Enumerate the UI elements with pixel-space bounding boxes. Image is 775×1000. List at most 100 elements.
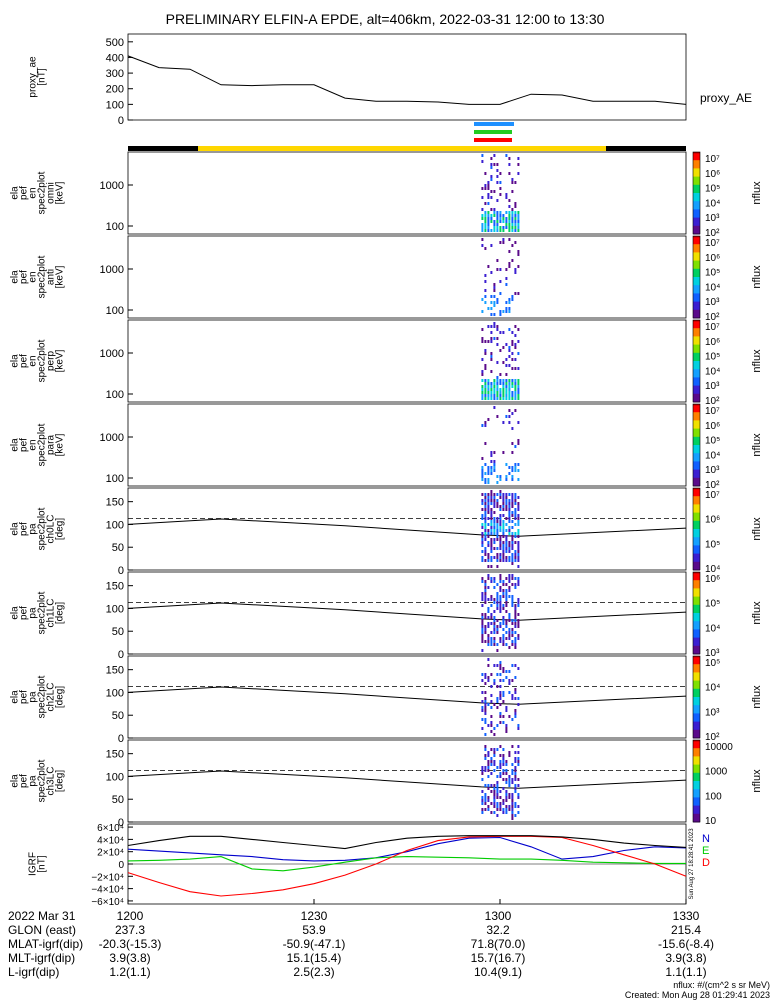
colorbar-swatch [693,638,700,641]
pitch-angle-cell [490,556,493,559]
colorbar-swatch [693,179,700,182]
colorbar-swatch [693,772,700,775]
plot-title: PRELIMINARY ELFIN-A EPDE, alt=406km, 202… [166,11,605,27]
colorbar-swatch [693,618,700,621]
spectrogram-cell [496,163,499,166]
colorbar-swatch [693,552,700,555]
pitch-angle-cell [514,514,517,517]
pitch-angle-cell [499,721,502,724]
pitch-angle-cell [499,526,502,529]
spectrogram-cell [502,382,505,385]
pitch-angle-cell [496,685,499,688]
colorbar-swatch [693,702,700,705]
colorbar-swatch [693,717,700,720]
colorbar-tick-label: 10⁴ [705,683,720,694]
pitch-angle-cell [505,730,508,733]
pitch-angle-cell [487,532,490,535]
pitch-angle-cell [517,520,520,523]
pitch-angle-cell [484,586,487,589]
y-axis-label-line: [deg] [55,518,66,540]
y-tick-label: 500 [106,37,124,49]
colorbar-swatch [693,369,700,372]
spectrogram-cell [490,340,493,343]
pitch-angle-cell [517,541,520,544]
colorbar-swatch [693,202,700,205]
pitch-angle-cell [481,616,484,619]
pitch-angle-cell [496,556,499,559]
spectrogram-cell [487,265,490,268]
spectrogram-cell [508,238,511,241]
spectrogram-cell [484,247,487,250]
y-axis-label-line: spec2plot [37,255,48,298]
orbit-value: 10.4(9.1) [474,965,522,979]
colorbar-swatch [693,724,700,727]
pitch-angle-cell [496,535,499,538]
spectrogram-cell [517,214,520,217]
colorbar-swatch [693,190,700,193]
y-axis-label-line: ela [10,186,21,200]
colorbar-swatch [693,658,700,661]
pitch-angle-cell [511,805,514,808]
spectrogram-cell [487,472,490,475]
colorbar-swatch [693,300,700,303]
spectrogram-cell [514,391,517,394]
pitch-angle-cell [517,508,520,511]
spectrogram-cell [499,292,502,295]
pitch-angle-cell [484,628,487,631]
spectrogram-cell [517,163,520,166]
colorbar-swatch [693,652,700,655]
colorbar-tick-label: 10⁶ [705,169,720,180]
y-axis-label-line: pa [28,523,39,535]
colorbar-swatch [693,781,700,783]
pitch-angle-cell [487,574,490,577]
colorbar-swatch [693,628,700,630]
pitch-angle-cell [517,505,520,508]
pitch-angle-cell [517,697,520,700]
orbit-time: 1330 [673,909,700,923]
spectrogram-cell [493,223,496,226]
pitch-angle-cell [481,700,484,703]
pitch-angle-cell [481,544,484,547]
local-field-angle-line [127,686,687,705]
pitch-angle-cell [496,793,499,796]
pitch-angle-cell [499,715,502,718]
colorbar-swatch [693,458,700,461]
spectrogram-cell [514,358,517,361]
pitch-angle-cell [514,643,517,646]
spectrogram-cell [493,208,496,211]
spectrogram-cell [505,391,508,394]
spectrogram-cell [484,385,487,388]
spectrogram-cell [511,469,514,472]
igrf-series-line [127,835,687,897]
pitch-angle-cell [502,508,505,511]
pitch-angle-cell [496,520,499,523]
spectrogram-cell [487,391,490,394]
pitch-angle-cell [499,547,502,550]
pitch-angle-cell [502,802,505,805]
y-axis-label: proxy_ae[nT] [28,56,48,98]
colorbar-swatch [693,289,700,292]
pitch-angle-cell [484,580,487,583]
pitch-angle-cell [502,556,505,559]
colorbar-swatch [693,253,700,256]
pitch-angle-cell [502,541,505,544]
colorbar-swatch [693,259,700,262]
colorbar-swatch [693,356,700,359]
pitch-angle-cell [481,502,484,505]
spectrogram-cell [517,211,520,214]
local-field-angle-line [127,602,687,621]
pitch-angle-cell [487,643,490,646]
colorbar-swatch [693,753,700,756]
colorbar-swatch [693,480,700,483]
colorbar-swatch [693,160,700,163]
pitch-angle-cell [481,556,484,559]
colorbar-swatch [693,461,700,464]
colorbar-swatch [693,232,700,235]
orbit-value: 1.2(1.1) [109,965,150,979]
spectrogram-cell [511,340,514,343]
pitch-angle-cell [517,760,520,763]
pitch-angle-cell [508,544,511,547]
